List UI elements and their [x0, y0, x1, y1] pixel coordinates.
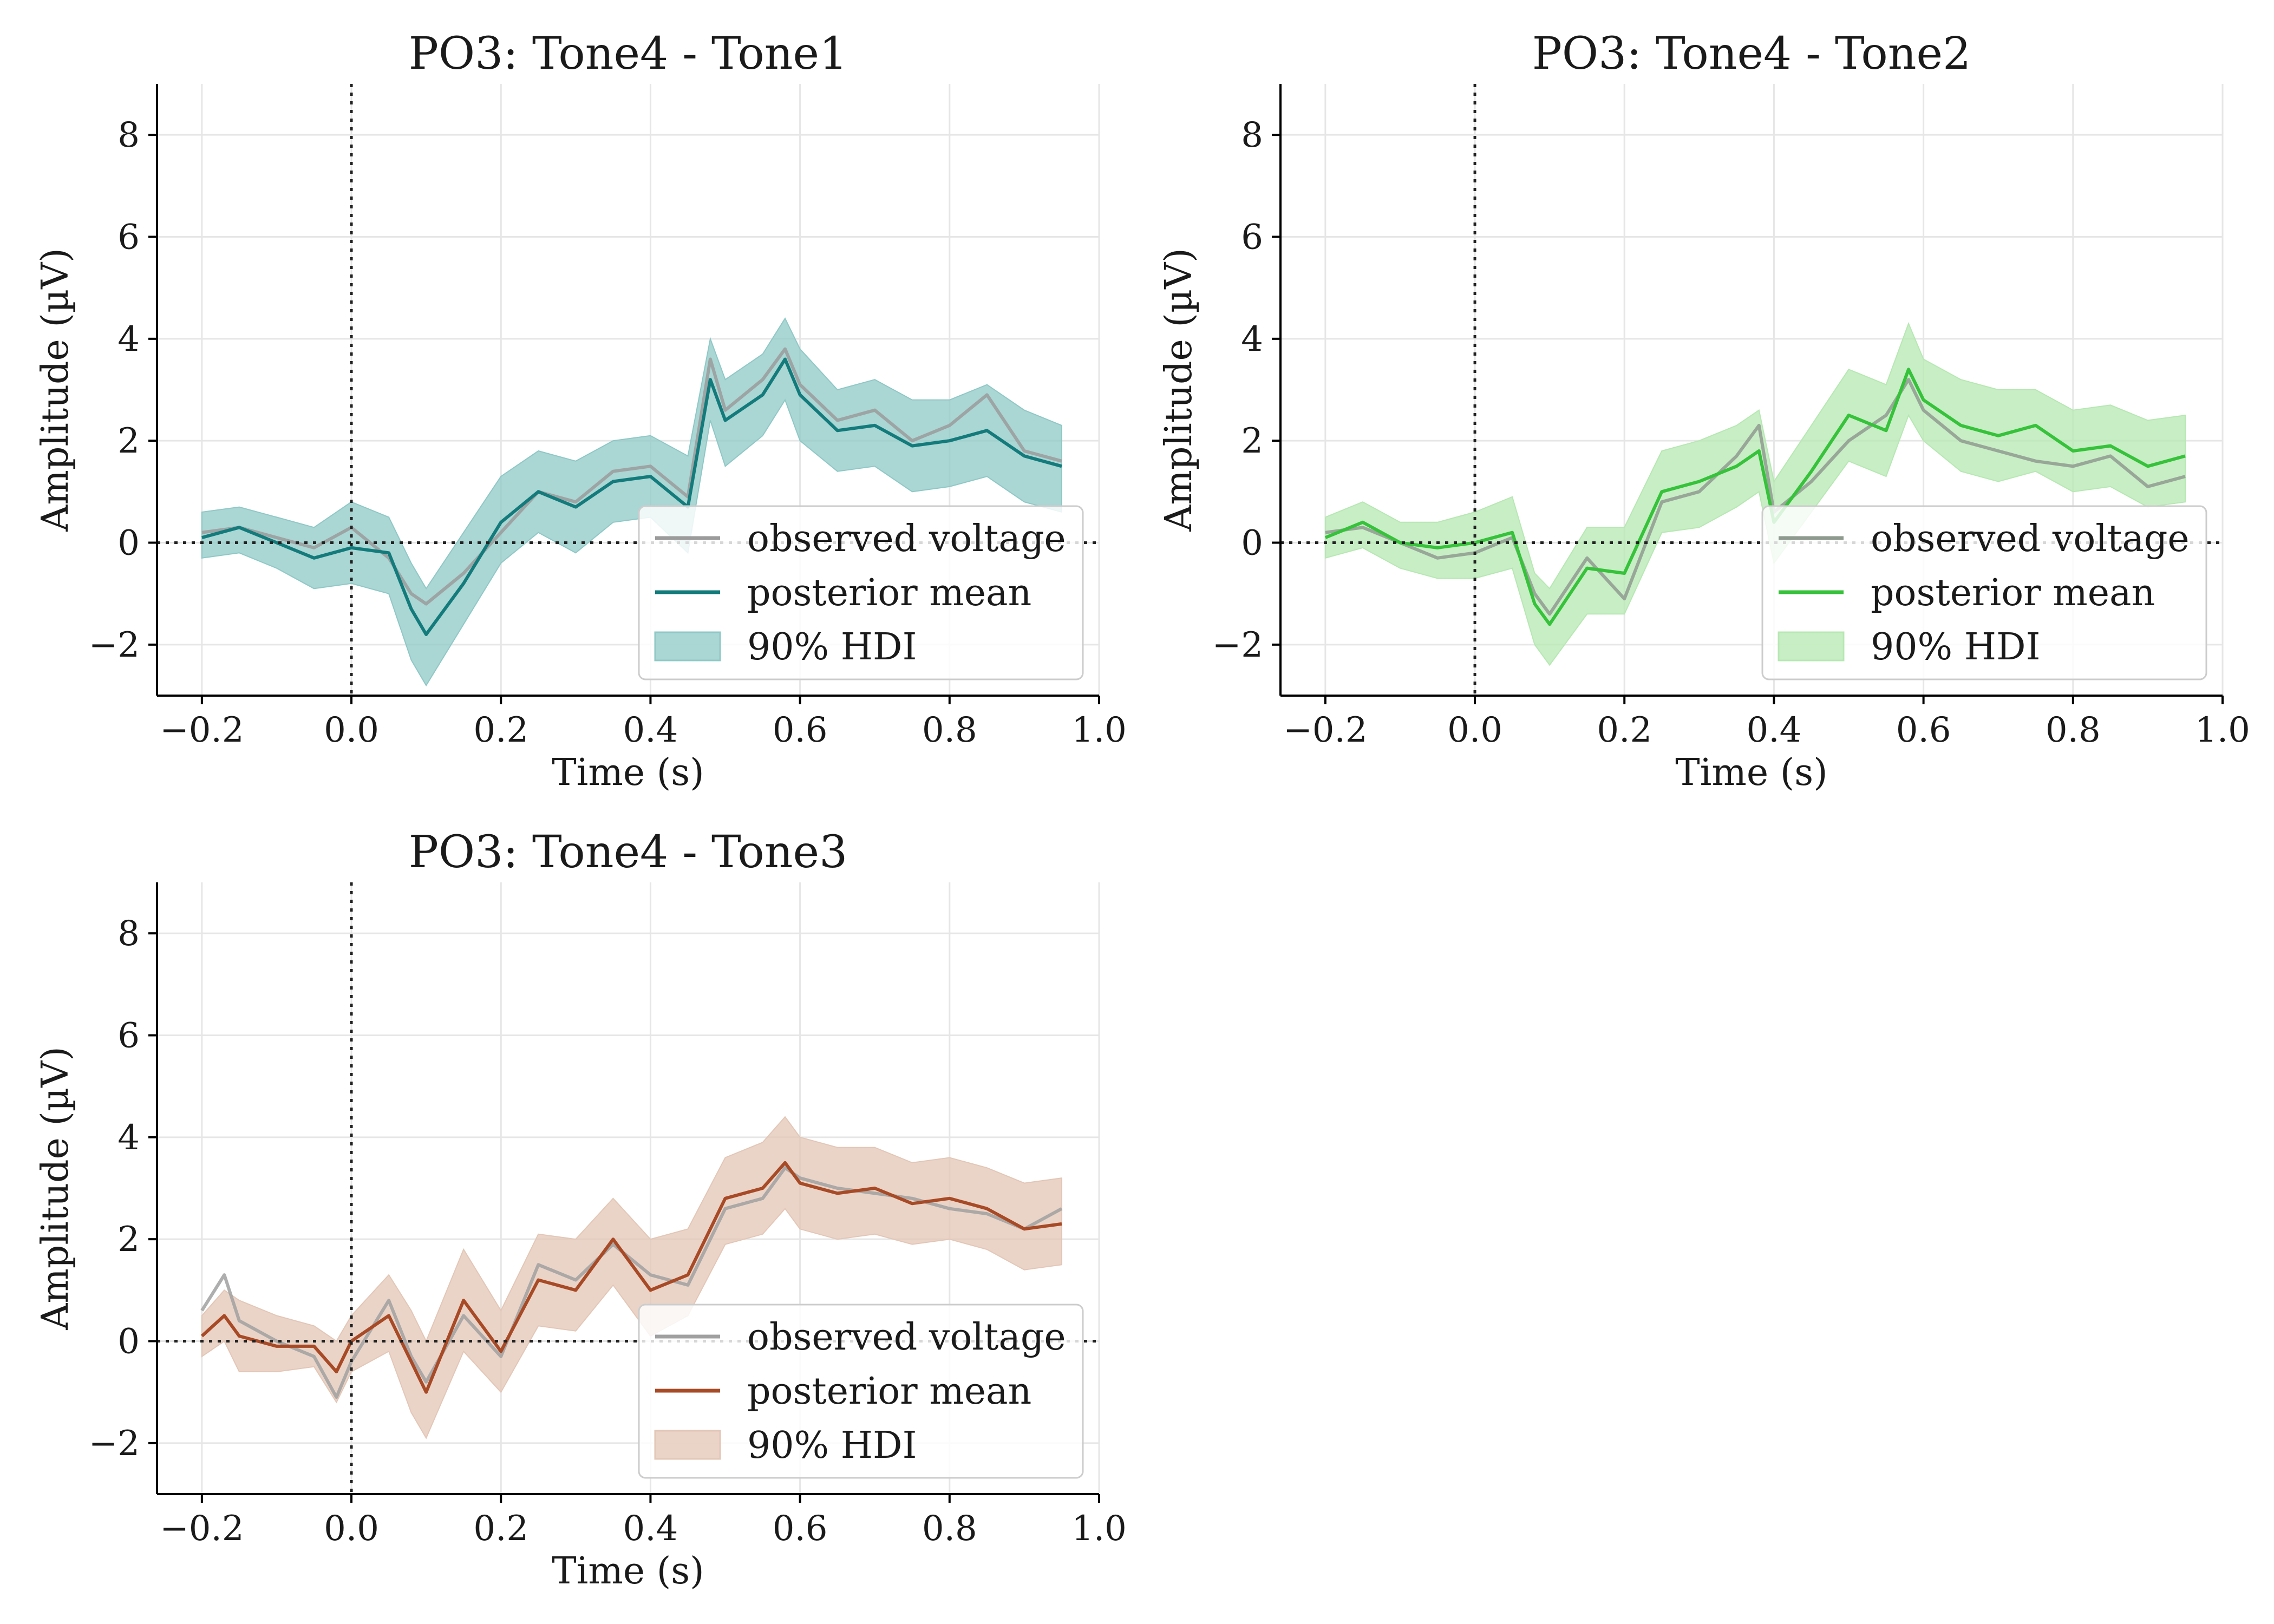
- posterior-mean-line: [200, 1161, 1062, 1394]
- chart-title: PO3: Tone4 - Tone1: [409, 28, 848, 80]
- x-tick-label: −0.2: [1283, 710, 1367, 750]
- legend-label: posterior mean: [747, 572, 1031, 614]
- legend-label: posterior mean: [747, 1370, 1031, 1413]
- y-tick-label: 2: [117, 421, 140, 461]
- y-tick-label: 2: [117, 1220, 140, 1260]
- x-axis-label: Time (s): [1675, 751, 1827, 794]
- y-tick-label: −2: [89, 1424, 140, 1464]
- legend-label: observed voltage: [1871, 518, 2190, 560]
- y-tick-label: 0: [1241, 523, 1263, 564]
- chart-title: PO3: Tone4 - Tone2: [1532, 28, 1971, 80]
- x-tick-label: 0.2: [473, 1509, 528, 1549]
- observed-voltage-line: [1325, 378, 2186, 616]
- x-tick-label: −0.2: [160, 1509, 244, 1549]
- x-tick-label: 0.4: [623, 710, 678, 750]
- y-tick-label: 2: [1241, 421, 1263, 461]
- x-tick-label: 0.4: [1747, 710, 1802, 750]
- y-tick-label: 6: [117, 218, 140, 258]
- x-tick-label: 0.6: [773, 1509, 828, 1549]
- legend-label: observed voltage: [747, 1316, 1066, 1359]
- hdi-band: [1324, 322, 2186, 666]
- legend-swatch-hdi: [1778, 631, 1845, 662]
- y-tick-label: 4: [117, 1118, 140, 1158]
- legend-label: 90% HDI: [747, 626, 917, 669]
- x-tick-label: 0.0: [324, 710, 379, 750]
- legend-label: 90% HDI: [1871, 626, 2040, 669]
- y-axis-label: Amplitude (µV): [1158, 248, 1200, 532]
- x-tick-label: 1.0: [2195, 710, 2250, 750]
- legend: observed voltage posterior mean 90% HDI: [1761, 505, 2207, 680]
- x-tick-label: −0.2: [160, 710, 244, 750]
- chart-panel-2: −0.2 0.0 0.2 0.4 0.6 0.8 1.0 −2 0 2 4 6 8 PO3: Tone4 …: [1158, 28, 2250, 794]
- x-tick-label: 0.8: [922, 1509, 977, 1549]
- x-tick-label: 0.6: [1896, 710, 1951, 750]
- x-tick-label: 0.0: [1447, 710, 1502, 750]
- posterior-mean-line: [201, 357, 1062, 636]
- y-tick-label: 6: [117, 1016, 140, 1056]
- chart-title: PO3: Tone4 - Tone3: [409, 827, 848, 878]
- chart-panel-3: −0.2 0.0 0.2 0.4 0.6 0.8 1.0 −2 0 2 4 6 8 PO3: Tone4 …: [34, 827, 1127, 1593]
- y-tick-label: 4: [1241, 319, 1263, 359]
- legend: observed voltage posterior mean 90% HDI: [638, 1304, 1084, 1479]
- legend-box: [1761, 505, 2207, 680]
- x-axis-label: Time (s): [552, 751, 704, 794]
- y-tick-label: −2: [1212, 625, 1263, 665]
- x-tick-label: 0.6: [773, 710, 828, 750]
- legend: observed voltage posterior mean 90% HDI: [638, 505, 1084, 680]
- legend-swatch-hdi: [654, 1430, 721, 1460]
- x-tick-label: 0.4: [623, 1509, 678, 1549]
- y-tick-label: 0: [117, 523, 140, 564]
- y-tick-label: 8: [1241, 115, 1263, 155]
- posterior-mean-line: [1324, 368, 2186, 626]
- y-tick-label: 4: [117, 319, 140, 359]
- x-axis-label: Time (s): [552, 1550, 704, 1593]
- x-tick-label: 1.0: [1071, 1509, 1127, 1549]
- x-tick-label: 0.8: [2046, 710, 2101, 750]
- x-tick-label: 1.0: [1071, 710, 1127, 750]
- legend-swatch-hdi: [654, 631, 721, 662]
- observed-voltage-line: [201, 347, 1062, 606]
- y-tick-label: −2: [89, 625, 140, 665]
- legend-label: 90% HDI: [747, 1424, 917, 1467]
- y-axis-label: Amplitude (µV): [34, 248, 77, 532]
- y-tick-label: 0: [117, 1322, 140, 1362]
- y-tick-label: 8: [117, 115, 140, 155]
- y-axis-label: Amplitude (µV): [34, 1046, 77, 1330]
- y-tick-label: 6: [1241, 218, 1263, 258]
- x-tick-label: 0.2: [473, 710, 528, 750]
- legend-label: posterior mean: [1871, 572, 2155, 614]
- hdi-band: [201, 1116, 1062, 1439]
- y-tick-label: 8: [117, 914, 140, 954]
- legend-box: [638, 505, 1084, 680]
- x-tick-label: 0.8: [922, 710, 977, 750]
- legend-box: [638, 1304, 1084, 1479]
- x-tick-label: 0.2: [1597, 710, 1652, 750]
- legend-label: observed voltage: [747, 518, 1066, 560]
- x-tick-label: 0.0: [324, 1509, 379, 1549]
- chart-panel-1: −0.2 0.0 0.2 0.4 0.6 0.8 1.0 −2 0 2 4 6 8 PO3: Tone4 …: [34, 28, 1127, 794]
